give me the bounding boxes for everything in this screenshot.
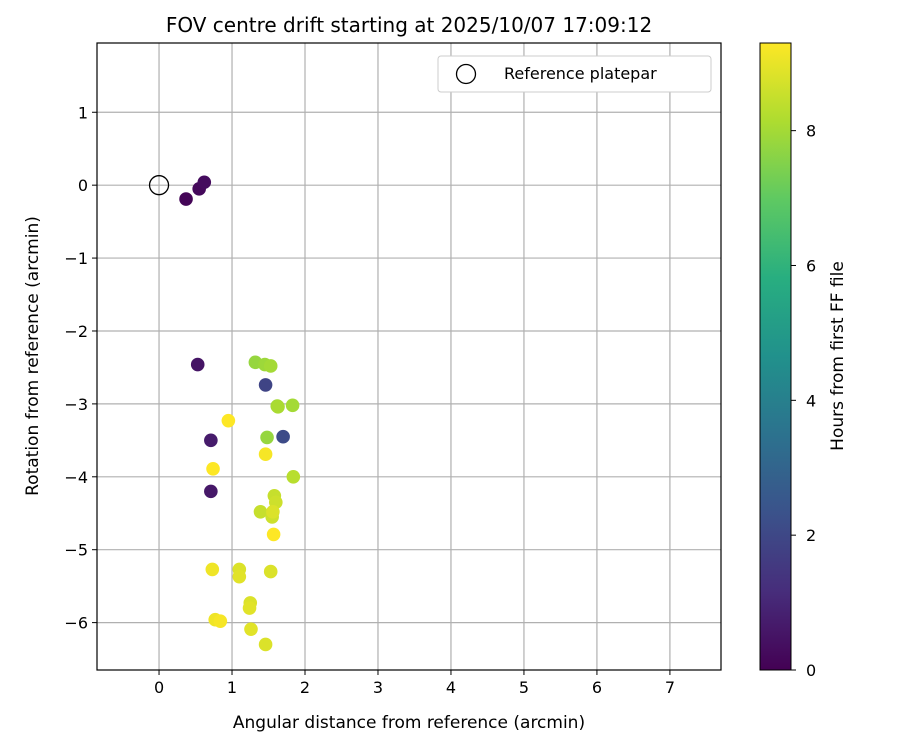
data-point [266, 527, 281, 542]
data-point [204, 484, 218, 499]
legend-marker-icon [455, 63, 477, 85]
y-tick-label: −4 [64, 468, 88, 487]
x-tick-label: 3 [373, 678, 383, 697]
y-tick-label: −6 [64, 614, 88, 633]
legend-label: Reference platepar [504, 64, 657, 83]
data-point [221, 413, 236, 428]
data-point [205, 562, 220, 577]
data-point [253, 504, 268, 519]
y-axis-label: Rotation from reference (arcmin) [23, 216, 43, 496]
plot-frame [96, 42, 722, 671]
data-point [263, 359, 278, 373]
colorbar [759, 42, 792, 671]
x-tick-label: 6 [592, 678, 602, 697]
data-point [204, 433, 218, 448]
data-point [206, 461, 220, 476]
gridlines [97, 43, 721, 670]
y-tick-label: 0 [78, 176, 88, 195]
data-point [258, 637, 273, 652]
data-point [197, 175, 212, 190]
x-tick-label: 0 [154, 678, 164, 697]
data-point [260, 430, 274, 445]
data-point [179, 192, 193, 206]
x-tick-label: 1 [227, 678, 237, 697]
data-point [244, 622, 258, 636]
x-tick-label: 2 [300, 678, 310, 697]
data-point [286, 469, 301, 484]
colorbar-tick-label: 2 [806, 526, 816, 545]
colorbar-tick-label: 0 [806, 661, 816, 680]
legend: Reference platepar [437, 55, 712, 93]
y-tick-label: 1 [78, 103, 88, 122]
y-axis-ticks: 1 0 −1 −2 −3 −4 −5 −6 [64, 103, 97, 633]
y-tick-label: −1 [64, 249, 88, 268]
data-point [190, 357, 205, 372]
x-tick-label: 4 [446, 678, 456, 697]
y-tick-label: −5 [64, 541, 88, 560]
data-point [285, 398, 300, 413]
chart-title: FOV centre drift starting at 2025/10/07 … [166, 13, 652, 37]
colorbar-ticks: 0 2 4 6 8 [791, 122, 816, 680]
data-point [258, 378, 273, 392]
y-tick-label: −2 [64, 322, 88, 341]
data-point [213, 614, 228, 628]
colorbar-label: Hours from first FF file [828, 261, 848, 451]
data-points [179, 175, 301, 652]
data-point [266, 504, 280, 519]
data-point [276, 429, 290, 444]
data-point [258, 447, 273, 461]
x-axis-label: Angular distance from reference (arcmin) [233, 713, 585, 733]
legend-box [437, 55, 712, 93]
data-point [263, 564, 278, 579]
colorbar-tick-label: 4 [806, 391, 816, 410]
x-axis-ticks: 0 1 2 3 4 5 6 7 [154, 670, 675, 697]
reference-marker [148, 175, 170, 196]
x-tick-label: 5 [519, 678, 529, 697]
colorbar-tick-label: 6 [806, 256, 816, 275]
data-point [271, 400, 285, 414]
y-tick-label: −3 [64, 395, 88, 414]
reference-marker-group [148, 175, 170, 196]
data-point [232, 569, 247, 584]
colorbar-tick-label: 8 [806, 122, 816, 141]
x-tick-label: 7 [665, 678, 675, 697]
data-point [242, 601, 257, 615]
